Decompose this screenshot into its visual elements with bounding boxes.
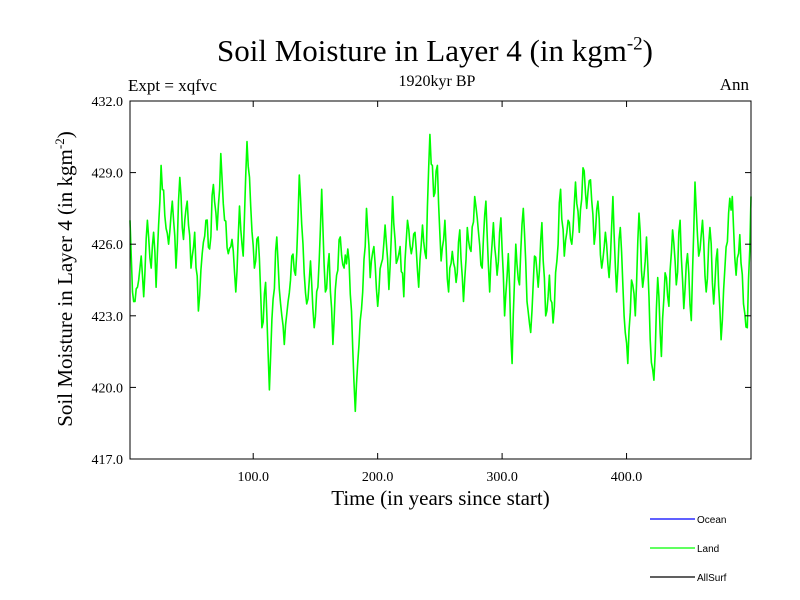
y-tick-label: 420.0 bbox=[92, 381, 124, 396]
y-tick-label: 432.0 bbox=[92, 95, 124, 110]
season-label: Ann bbox=[719, 75, 749, 94]
chart-title: Soil Moisture in Layer 4 (in kgm-2) bbox=[0, 33, 800, 69]
series-line-land bbox=[129, 133, 752, 413]
x-tick-label: 300.0 bbox=[486, 470, 518, 485]
chart-title-exponent: -2 bbox=[626, 33, 643, 55]
y-tick-label: 429.0 bbox=[92, 167, 124, 182]
experiment-label: Expt = xqfvc bbox=[128, 76, 217, 95]
legend-label-ocean: Ocean bbox=[697, 515, 726, 526]
legend-label-land: Land bbox=[697, 544, 719, 555]
legend-label-allsurf: AllSurf bbox=[697, 573, 727, 584]
y-tick-label: 426.0 bbox=[92, 238, 124, 253]
chart-subtitle: 1920kyr BP bbox=[398, 73, 476, 90]
x-tick-label: 400.0 bbox=[611, 470, 643, 485]
x-tick-label: 100.0 bbox=[237, 470, 269, 485]
chart-title-text: Soil Moisture in Layer 4 (in kgm bbox=[217, 33, 627, 68]
x-axis-label: Time (in years since start) bbox=[331, 486, 550, 510]
y-tick-label: 417.0 bbox=[92, 453, 124, 468]
plot-frame bbox=[129, 100, 752, 460]
y-tick-label: 423.0 bbox=[92, 310, 124, 325]
x-tick-label: 200.0 bbox=[362, 470, 394, 485]
chart-title-close: ) bbox=[642, 33, 653, 68]
